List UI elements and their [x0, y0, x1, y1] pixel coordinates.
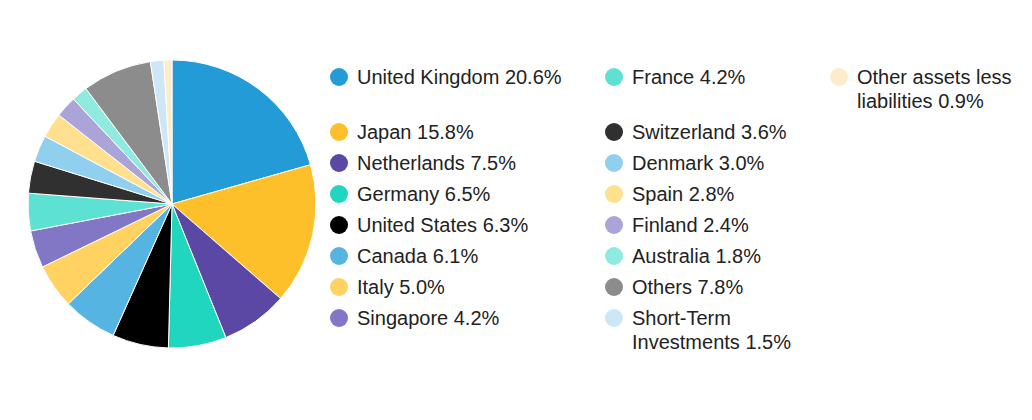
legend-category: Short-Term Investments	[632, 307, 740, 353]
legend-category: Germany	[357, 183, 439, 205]
legend-swatch	[605, 123, 623, 141]
legend-swatch	[330, 185, 348, 203]
pie-slice	[164, 60, 172, 204]
legend-label: France 4.2%	[632, 65, 830, 89]
legend-item: United States 6.3%	[330, 213, 605, 237]
legend-label: United Kingdom 20.6%	[357, 65, 605, 89]
legend-label: Denmark 3.0%	[632, 151, 830, 175]
legend-item: Other assets less liabilities 0.9%	[830, 65, 1030, 113]
legend-value: 15.8%	[417, 121, 474, 143]
legend-label: Canada 6.1%	[357, 244, 605, 268]
legend-swatch	[330, 154, 348, 172]
legend-value: 7.5%	[470, 152, 516, 174]
legend-item: Denmark 3.0%	[605, 151, 830, 175]
legend-swatch	[330, 68, 348, 86]
legend-value: 1.8%	[715, 245, 761, 267]
legend-label: Spain 2.8%	[632, 182, 830, 206]
legend-item: Spain 2.8%	[605, 182, 830, 206]
legend-item: Germany 6.5%	[330, 182, 605, 206]
legend-label: Switzerland 3.6%	[632, 120, 830, 144]
legend-category: Italy	[357, 276, 394, 298]
legend-label: Short-Term Investments 1.5%	[632, 306, 830, 354]
legend-category: Singapore	[357, 307, 448, 329]
legend-item: Singapore 4.2%	[330, 306, 605, 354]
legend: United Kingdom 20.6% Japan 15.8% Netherlan…	[330, 65, 1030, 354]
legend-value: 6.5%	[445, 183, 491, 205]
legend-category: United States	[357, 214, 477, 236]
legend-item: Japan 15.8%	[330, 120, 605, 144]
legend-label: Australia 1.8%	[632, 244, 830, 268]
legend-label: Other assets less liabilities 0.9%	[857, 65, 1030, 113]
legend-category: Others	[632, 276, 692, 298]
legend-category: Spain	[632, 183, 683, 205]
chart	[0, 0, 1032, 420]
legend-swatch	[605, 247, 623, 265]
legend-category: Finland	[632, 214, 698, 236]
legend-value: 2.4%	[703, 214, 749, 236]
legend-swatch	[605, 216, 623, 234]
legend-swatch	[605, 154, 623, 172]
legend-label: Germany 6.5%	[357, 182, 605, 206]
legend-item: Finland 2.4%	[605, 213, 830, 237]
legend-category: Australia	[632, 245, 710, 267]
legend-item: Australia 1.8%	[605, 244, 830, 268]
legend-label: Italy 5.0%	[357, 275, 605, 299]
legend-value: 4.2%	[700, 66, 746, 88]
legend-swatch	[330, 309, 348, 327]
legend-label: Finland 2.4%	[632, 213, 830, 237]
legend-value: 6.1%	[433, 245, 479, 267]
pie-slice	[150, 60, 172, 204]
legend-swatch	[830, 68, 848, 86]
legend-value: 20.6%	[505, 66, 562, 88]
pie-slice	[168, 204, 225, 348]
legend-label: Netherlands 7.5%	[357, 151, 605, 175]
legend-swatch	[605, 185, 623, 203]
legend-value: 6.3%	[483, 214, 529, 236]
legend-category: Canada	[357, 245, 427, 267]
legend-value: 3.0%	[719, 152, 765, 174]
legend-category: Switzerland	[632, 121, 735, 143]
legend-value: 1.5%	[745, 331, 791, 353]
legend-value: 5.0%	[399, 276, 445, 298]
legend-category: Denmark	[632, 152, 713, 174]
legend-item: Short-Term Investments 1.5%	[605, 306, 830, 354]
legend-value: 4.2%	[454, 307, 500, 329]
legend-item: Netherlands 7.5%	[330, 151, 605, 175]
legend-value: 2.8%	[689, 183, 735, 205]
legend-value: 3.6%	[741, 121, 787, 143]
legend-swatch	[330, 247, 348, 265]
legend-item: Switzerland 3.6%	[605, 120, 830, 144]
legend-item: Canada 6.1%	[330, 244, 605, 268]
legend-item: France 4.2%	[605, 65, 830, 113]
pie	[28, 60, 316, 348]
legend-category: Japan	[357, 121, 412, 143]
legend-item: Italy 5.0%	[330, 275, 605, 299]
legend-item: United Kingdom 20.6%	[330, 65, 605, 113]
legend-category: Other assets less liabilities	[857, 66, 1012, 112]
legend-label: Others 7.8%	[632, 275, 830, 299]
legend-swatch	[330, 123, 348, 141]
legend-value: 7.8%	[698, 276, 744, 298]
legend-swatch	[330, 216, 348, 234]
legend-swatch	[605, 278, 623, 296]
legend-swatch	[330, 278, 348, 296]
legend-label: Singapore 4.2%	[357, 306, 605, 330]
legend-category: United Kingdom	[357, 66, 499, 88]
legend-category: France	[632, 66, 694, 88]
legend-swatch	[605, 68, 623, 86]
legend-value: 0.9%	[938, 90, 984, 112]
legend-label: Japan 15.8%	[357, 120, 605, 144]
legend-category: Netherlands	[357, 152, 465, 174]
legend-item: Others 7.8%	[605, 275, 830, 299]
legend-label: United States 6.3%	[357, 213, 605, 237]
legend-swatch	[605, 309, 623, 327]
